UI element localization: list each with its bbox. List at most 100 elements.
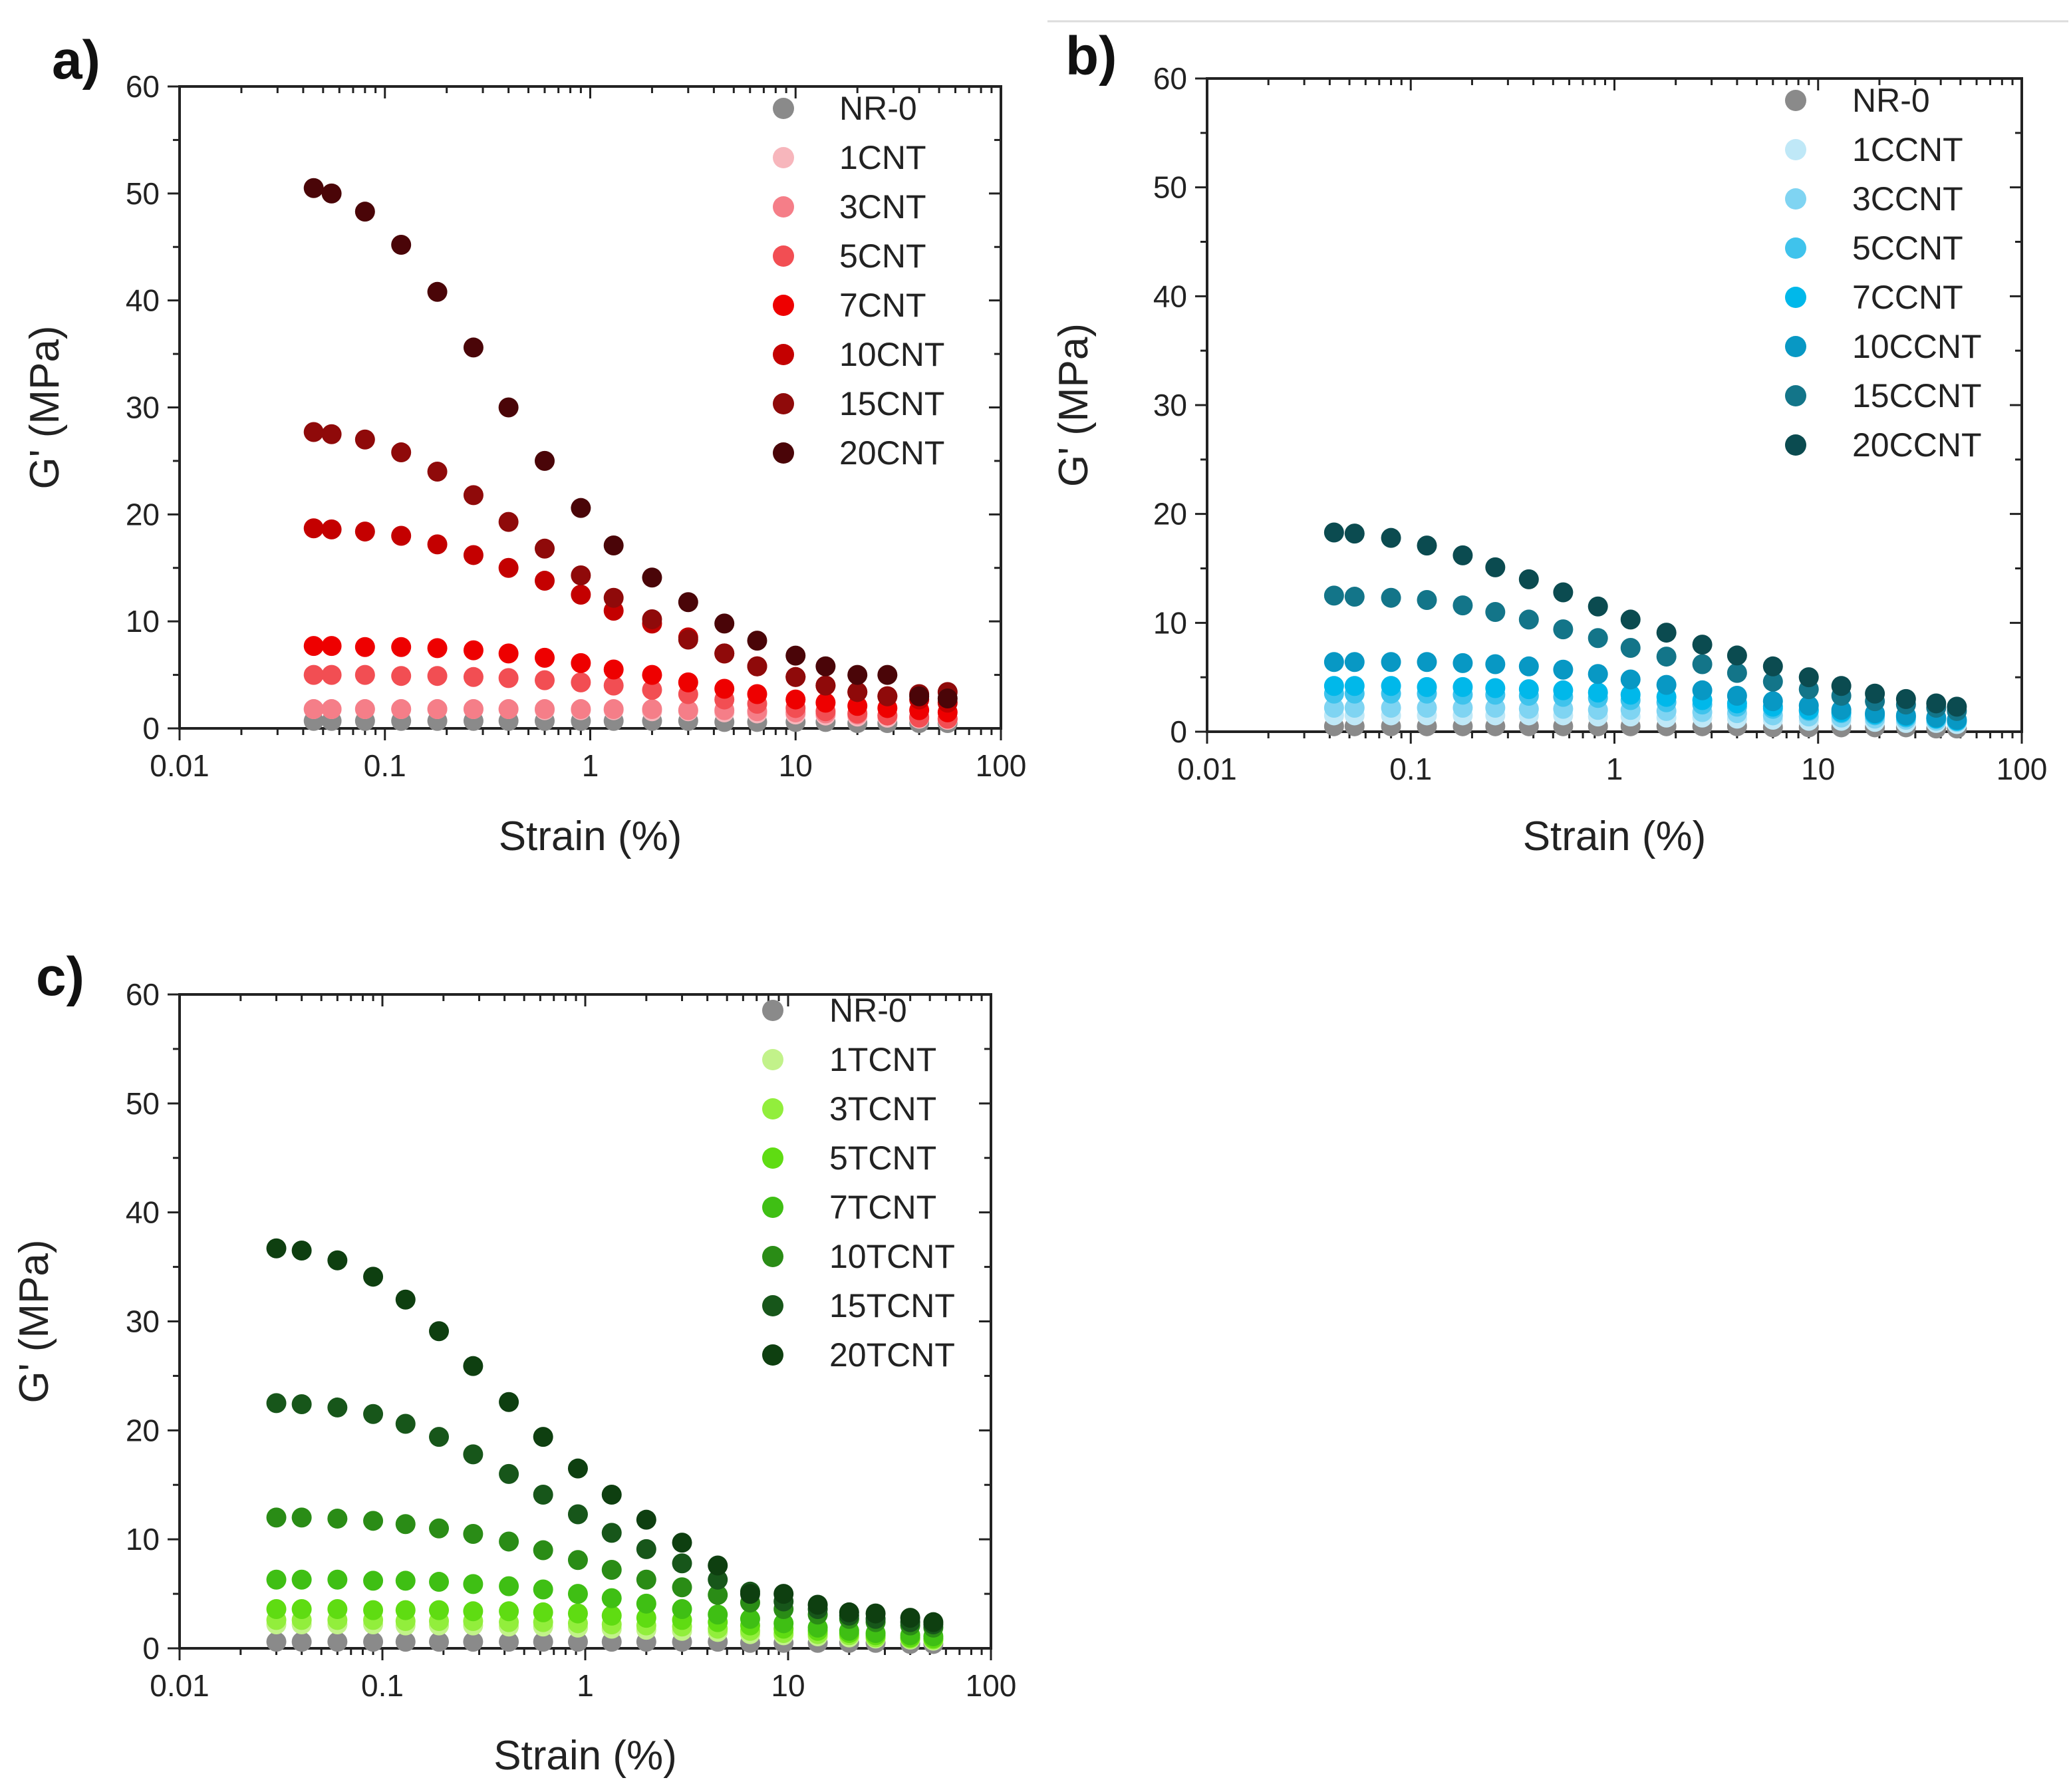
data-point-20tcnt [533, 1427, 553, 1447]
data-point-5cnt [535, 670, 555, 690]
data-point-7cnt [391, 637, 412, 657]
y-axis-title: G' (MPa) [22, 325, 68, 489]
data-point-7tcnt [363, 1570, 384, 1591]
data-point-10tcnt [395, 1514, 416, 1535]
y-tick-label: 20 [126, 1413, 160, 1447]
data-point-20ccnt [1381, 527, 1401, 548]
data-point-10tcnt [708, 1584, 728, 1605]
data-point-7cnt [427, 638, 448, 659]
data-point-20ccnt [1417, 535, 1437, 556]
data-point-5tcnt [463, 1601, 483, 1622]
data-point-15tcnt [708, 1569, 728, 1590]
legend-marker [1785, 237, 1806, 259]
x-tick-label: 10 [1801, 752, 1835, 786]
data-point-15tcnt [499, 1463, 519, 1484]
data-point-15cnt [815, 675, 836, 696]
data-point-3cnt [603, 699, 624, 720]
data-point-7tcnt [740, 1608, 760, 1629]
data-point-5cnt [427, 666, 448, 686]
data-point-15tcnt [672, 1553, 692, 1574]
panel-a: a) 0.01 0.1 1 10 100 0 10 20 30 40 50 60 Strain (%) G'… [22, 30, 1026, 859]
data-point-7tcnt [533, 1579, 553, 1600]
data-point-7tcnt [773, 1613, 794, 1634]
data-point-20tcnt [291, 1241, 312, 1261]
legend-label: 10TCNT [829, 1238, 955, 1275]
data-point-20tcnt [463, 1356, 483, 1376]
y-tick-label: 40 [126, 1195, 160, 1230]
y-tick-label: 50 [1153, 170, 1187, 205]
data-point-5cnt [463, 667, 483, 687]
data-point-nr-0 [395, 1632, 416, 1652]
data-point-10cnt [463, 545, 483, 565]
data-point-20cnt [463, 337, 483, 358]
legend-marker [1785, 90, 1806, 111]
data-point-7tcnt [291, 1569, 312, 1590]
legend-marker [1785, 139, 1806, 160]
data-point-15tcnt [533, 1484, 553, 1505]
data-point-5tcnt [395, 1600, 416, 1620]
data-point-10cnt [321, 519, 342, 539]
data-point-10ccnt [1553, 659, 1574, 680]
data-point-5cnt [603, 675, 624, 696]
data-point-7tcnt [395, 1570, 416, 1591]
data-point-20tcnt [266, 1238, 287, 1259]
data-point-15cnt [427, 462, 448, 482]
legend-label: 5TCNT [829, 1139, 936, 1177]
data-point-10ccnt [1620, 669, 1641, 690]
legend-marker [1785, 385, 1806, 406]
data-point-10tcnt [533, 1540, 553, 1561]
y-tick-label: 60 [1153, 61, 1187, 96]
data-point-nr-0 [327, 1632, 348, 1652]
legend-marker [773, 98, 794, 119]
data-point-20tcnt [601, 1484, 622, 1505]
data-point-5tcnt [601, 1605, 622, 1626]
data-point-15cnt [354, 429, 375, 450]
legend-marker [773, 344, 794, 365]
panel-label: b) [1065, 26, 1117, 86]
data-point-3ccnt [1344, 697, 1365, 718]
legend-label: 15CNT [839, 385, 944, 422]
data-point-15cnt [877, 686, 898, 706]
data-point-20cnt [498, 397, 519, 418]
data-point-10ccnt [1831, 700, 1852, 720]
data-point-7cnt [847, 696, 868, 716]
data-point-15ccnt [1588, 628, 1608, 649]
x-tick-label: 1 [582, 748, 599, 783]
data-point-5tcnt [291, 1599, 312, 1620]
data-point-15ccnt [1381, 587, 1401, 608]
data-point-7ccnt [1553, 680, 1574, 700]
data-point-7ccnt [1417, 676, 1437, 697]
data-point-nr-0 [363, 1632, 384, 1652]
data-point-nr-0 [463, 1632, 483, 1652]
data-point-20cnt [642, 567, 662, 588]
data-point-7cnt [321, 636, 342, 657]
data-point-3cnt [427, 699, 448, 720]
data-point-15cnt [535, 538, 555, 559]
data-point-20tcnt [865, 1603, 886, 1624]
data-point-5cnt [571, 672, 591, 692]
x-tick-label: 0.01 [150, 748, 209, 783]
data-point-20cnt [847, 665, 868, 685]
data-point-15cnt [463, 485, 483, 506]
data-point-7ccnt [1485, 678, 1506, 698]
data-point-nr-0 [499, 1632, 519, 1652]
data-point-20tcnt [327, 1250, 348, 1270]
data-point-10ccnt [1452, 653, 1473, 673]
legend-label: 20CCNT [1852, 426, 1981, 464]
legend-marker [773, 295, 794, 316]
data-point-7tcnt [266, 1569, 287, 1590]
data-point-15cnt [714, 643, 735, 664]
data-point-20tcnt [773, 1584, 794, 1604]
data-point-7cnt [815, 692, 836, 713]
data-point-5tcnt [636, 1608, 656, 1628]
legend-marker [1785, 434, 1806, 456]
data-point-15cnt [678, 629, 698, 650]
x-axis-title: Strain (%) [1523, 814, 1707, 859]
legend-label: 1CCNT [1852, 131, 1963, 168]
data-point-15ccnt [1485, 601, 1506, 622]
x-tick-label: 100 [966, 1668, 1017, 1703]
data-point-10ccnt [1656, 674, 1677, 695]
legend-marker [773, 147, 794, 168]
data-point-10cnt [427, 534, 448, 555]
data-point-20cnt [303, 178, 324, 198]
